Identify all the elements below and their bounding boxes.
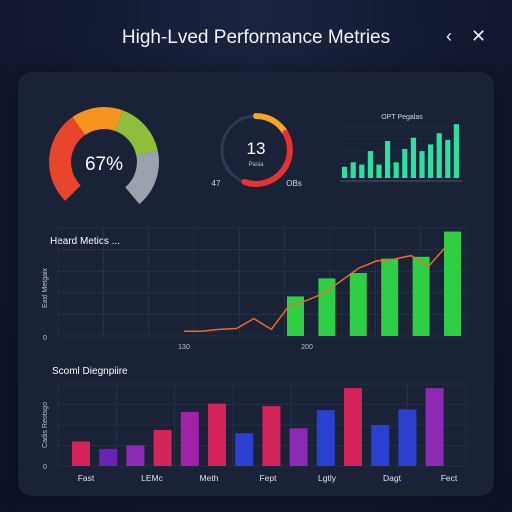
ring-right-label: OBs [286,179,302,188]
mini-bar [350,162,356,178]
category-bar [208,403,226,466]
window-title: High-Lved Performance Metries [121,27,391,48]
mini-bar [367,151,373,178]
combo-bar [318,278,336,336]
category-x-label: Dagt [383,473,402,483]
category-bar [180,411,199,466]
category-bar [371,425,390,466]
mini-chart: OPT Pegalas [340,114,462,182]
mini-bar [428,144,434,178]
mini-chart-grid [340,125,462,182]
mini-chart-title: OPT Pegalas [381,114,423,121]
category-bar-chart: Scoml Diegnpiire Cadis Reotsgo 0 Fast LEM… [42,366,467,483]
gauge-segment-red [49,116,86,201]
gauge-value: 67% [85,154,123,175]
window-titlebar: High-Lved Performance Metries ‹ ✕ [0,0,512,72]
combo-bar [444,231,461,336]
category-bar [289,428,308,466]
close-icon[interactable]: ✕ [471,26,487,46]
category-x-label: LEMc [141,473,163,483]
category-bar [344,388,362,466]
category-x-label: Fept [259,473,277,483]
ring-center-sub: Pasia [248,162,264,168]
ring-arc-red [241,130,293,187]
category-bar [235,433,254,466]
category-x-label: Fect [441,473,458,483]
mini-bar [436,133,442,178]
mini-bar [376,164,382,178]
combo-y-axis-label: Eaxl Metgaix [42,267,49,308]
category-bar [316,410,335,466]
mini-bar [342,166,348,178]
ring-center-value: 13 [247,139,266,158]
combo-x-tick-2: 200 [301,344,313,351]
category-chart-x-labels: Fast LEMc Meth Fept Lgtly Dagt Fect [78,473,458,483]
combo-bar [381,258,399,336]
gauge-segment-green [114,110,158,156]
mini-bar [402,148,408,178]
combo-chart-bars [287,231,461,336]
category-y-axis-label: Cadis Reotsgo [42,402,49,448]
mini-bar [410,137,416,178]
category-bar [99,448,118,466]
combo-bar [349,273,367,336]
category-chart-bars [72,388,444,466]
category-bar [262,406,281,466]
combo-chart-line [184,246,447,332]
category-bar [425,388,444,466]
mini-bar [419,151,425,178]
combo-bar [412,256,430,336]
gauge-widget: 67% [49,107,159,205]
category-bar [126,445,145,466]
category-chart-title: Scoml Diegnpiire [52,366,128,377]
ring-widget: 13 Pasia 47 OBs [212,113,302,188]
combo-x-tick-1: 130 [178,344,190,351]
category-y-tick-0: 0 [43,464,47,471]
category-x-label: Lgtly [318,473,337,483]
mini-bar [393,162,399,178]
category-bar [153,429,172,466]
mini-chart-bars [342,124,459,178]
ring-left-label: 47 [212,179,221,188]
category-bar [72,441,90,466]
category-x-label: Meth [200,473,219,483]
combo-chart: Heard Metics ... Eaxl Metgaix 0 130 200 [42,227,467,351]
category-bar [398,409,417,466]
mini-bar [445,139,451,178]
mini-bar [385,141,391,178]
combo-bar [287,296,304,336]
mini-bar [359,164,365,178]
mini-bar [453,124,459,178]
gauge-segment-gray [124,150,159,205]
gauge-segment-orange [72,107,123,136]
combo-y-tick-0: 0 [43,335,47,342]
chevron-left-icon[interactable]: ‹ [446,26,452,46]
combo-chart-title: Heard Metics ... [50,236,120,247]
category-x-label: Fast [78,473,95,483]
ring-arc-orange [253,113,289,136]
